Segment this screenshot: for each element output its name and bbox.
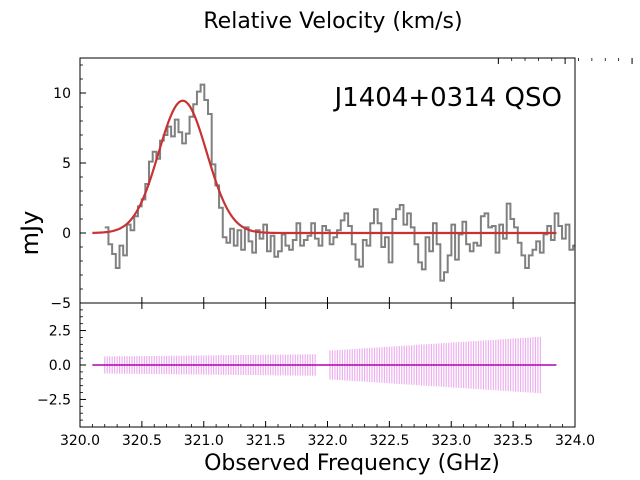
x-tick-label: 321.0 — [184, 433, 224, 449]
x-tick-label: 323.5 — [493, 433, 533, 449]
top-velocity-ticks — [497, 58, 633, 64]
gaussian-fit-line — [92, 99, 557, 235]
residual-y-tick-label: 2.5 — [49, 324, 71, 340]
residual-panel: −2.5 0.0 2.5 320.0 320.5 321.0 321.5 322.0 322.… — [37, 302, 595, 476]
spectrum-steps — [104, 83, 575, 282]
main-y-tick-label: 10 — [53, 86, 71, 102]
main-panel: −5 0 5 10 Relative Velocity (km/s) mJy J140… — [16, 9, 633, 312]
residual-y-ticks: −2.5 0.0 2.5 — [37, 309, 86, 421]
x-tick-label: 320.0 — [60, 433, 100, 449]
main-y-tick-label: 5 — [62, 156, 71, 172]
y-axis-label: mJy — [16, 211, 44, 256]
x-axis-label: Observed Frequency (GHz) — [204, 451, 500, 476]
x-ticks: 320.0 320.5 321.0 321.5 322.0 322.5 323.0 323.5… — [60, 303, 595, 449]
main-x-minor-ticks — [79, 297, 576, 303]
x-tick-label: 321.5 — [246, 433, 286, 449]
main-y-tick-label: −5 — [50, 296, 71, 312]
x-tick-label: 322.0 — [307, 433, 347, 449]
top-axis-label: Relative Velocity (km/s) — [203, 9, 462, 34]
x-tick-label: 324.0 — [555, 433, 595, 449]
x-tick-label: 322.5 — [369, 433, 409, 449]
main-y-ticks: −5 0 5 10 — [50, 64, 86, 312]
x-tick-label: 320.5 — [122, 433, 162, 449]
residual-y-tick-label: −2.5 — [37, 392, 71, 408]
x-tick-label: 323.0 — [431, 433, 471, 449]
qso-annotation: J1404+0314 QSO — [333, 83, 563, 113]
residual-y-tick-label: 0.0 — [49, 358, 71, 374]
main-y-tick-label: 0 — [62, 226, 71, 242]
